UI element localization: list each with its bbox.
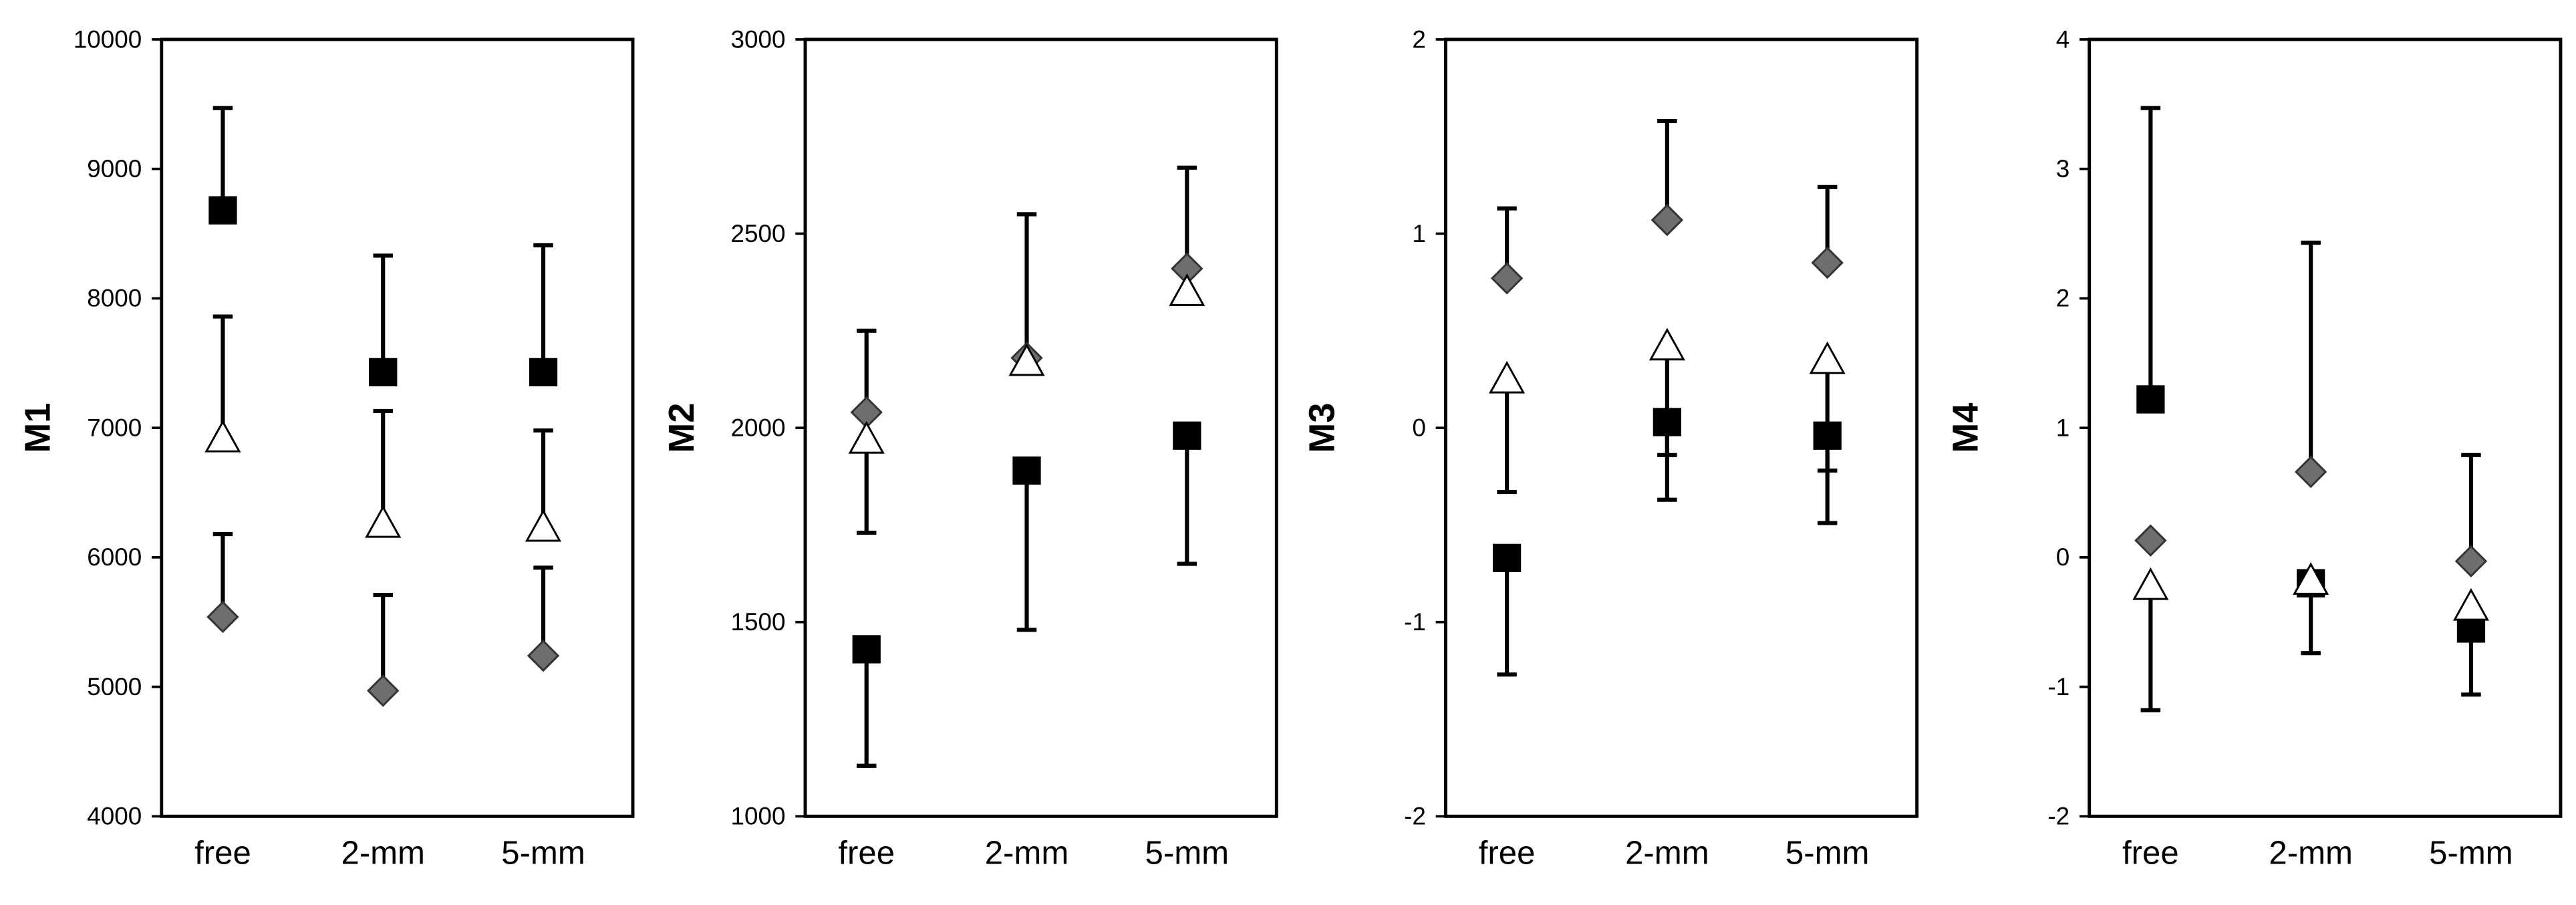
plot-frame [160, 37, 635, 818]
error-bar [1817, 360, 1838, 473]
marker-diamond [1651, 204, 1684, 237]
y-tick-label: 4 [2056, 25, 2070, 53]
marker-triangle [2132, 567, 2169, 600]
marker-square [1492, 543, 1522, 572]
marker-diamond [2454, 545, 2488, 577]
error-bar [856, 439, 877, 535]
marker-square [852, 635, 881, 664]
y-tick-label: 8000 [87, 285, 142, 312]
error-bar [373, 408, 393, 524]
x-tick-label: 5-mm [2429, 835, 2513, 872]
error-bar [1497, 379, 1517, 495]
y-tick-label: 0 [2056, 543, 2070, 571]
plot-frame [1443, 37, 1919, 818]
marker-triangle [2452, 588, 2490, 621]
marker-square [1653, 408, 1682, 436]
marker-diamond [1490, 262, 1524, 295]
marker-diamond [2294, 455, 2327, 489]
y-tick-label: 1000 [731, 803, 786, 830]
y-tick-label: 2 [1412, 25, 1426, 53]
error-bar [1657, 346, 1677, 457]
x-tick-label: free [838, 835, 895, 872]
y-tick-label: 3 [2056, 155, 2070, 182]
marker-square [1813, 421, 1842, 450]
marker-triangle [848, 420, 885, 454]
error-bar [1497, 557, 1517, 677]
error-bar [2140, 106, 2161, 400]
x-tick-label: 5-mm [501, 835, 585, 872]
error-bar [2301, 241, 2321, 473]
x-tick-label: 2-mm [985, 835, 1069, 872]
y-axis-label: M1 [18, 403, 58, 453]
x-tick-label: 5-mm [1145, 835, 1230, 872]
marker-diamond [2134, 524, 2167, 557]
error-bar [1016, 471, 1037, 632]
y-tick-label: -2 [2047, 803, 2069, 830]
y-tick-label: 6000 [87, 543, 142, 571]
marker-diamond [206, 600, 239, 634]
y-tick-label: -2 [1404, 803, 1426, 830]
error-bar [1177, 165, 1197, 269]
x-tick-label: 2-mm [341, 835, 425, 872]
error-bar [1177, 435, 1197, 566]
error-bar [212, 314, 233, 438]
y-tick-label: 1 [1412, 220, 1426, 247]
error-bar [212, 106, 233, 211]
y-tick-label: 0 [1412, 414, 1426, 441]
y-tick-label: 2000 [731, 414, 786, 441]
y-tick-label: -1 [2047, 673, 2069, 700]
plot-frame [803, 37, 1278, 818]
error-bar [2461, 452, 2481, 561]
y-tick-label: 9000 [87, 155, 142, 182]
y-tick-label: 2 [2056, 285, 2070, 312]
y-axis-label: M3 [1302, 403, 1342, 453]
x-tick-label: 2-mm [1625, 835, 1709, 872]
x-tick-label: 5-mm [1785, 835, 1870, 872]
y-tick-label: 5000 [87, 673, 142, 700]
marker-square [2136, 385, 2165, 414]
marker-triangle [1649, 328, 1685, 361]
error-bar [1016, 212, 1037, 362]
marker-square [1173, 421, 1201, 450]
y-tick-label: 1 [2056, 414, 2070, 441]
marker-triangle [2293, 562, 2329, 595]
marker-triangle [1489, 360, 1526, 394]
marker-triangle [1809, 341, 1846, 374]
marker-triangle [365, 505, 402, 538]
x-tick-label: free [2122, 835, 2179, 872]
error-bar [373, 253, 393, 372]
error-bar [1657, 118, 1677, 221]
marker-diamond [527, 639, 560, 672]
y-tick-label: -1 [1404, 608, 1426, 636]
y-tick-label: 4000 [87, 803, 142, 830]
x-tick-label: free [194, 835, 251, 872]
marker-diamond [1811, 246, 1844, 279]
marker-triangle [204, 420, 241, 452]
error-bar [2140, 586, 2161, 713]
error-bar [533, 243, 553, 372]
y-tick-label: 1500 [731, 608, 786, 636]
x-tick-label: 2-mm [2269, 835, 2353, 872]
y-axis-label: M2 [662, 403, 702, 453]
marker-square [1012, 456, 1041, 485]
marker-square [208, 196, 237, 225]
marker-triangle [1008, 343, 1045, 376]
plot-frame [2088, 37, 2563, 818]
y-tick-label: 3000 [731, 25, 786, 53]
error-bar [856, 649, 877, 768]
marker-diamond [367, 674, 400, 707]
marker-square [369, 358, 398, 386]
marker-square [529, 358, 558, 386]
y-axis-label: M4 [1946, 403, 1986, 453]
marker-triangle [1169, 273, 1205, 306]
marker-triangle [525, 509, 562, 542]
y-tick-label: 2500 [731, 220, 786, 247]
y-tick-label: 10000 [74, 25, 142, 53]
x-tick-label: free [1479, 835, 1536, 872]
y-tick-label: 7000 [87, 414, 142, 441]
